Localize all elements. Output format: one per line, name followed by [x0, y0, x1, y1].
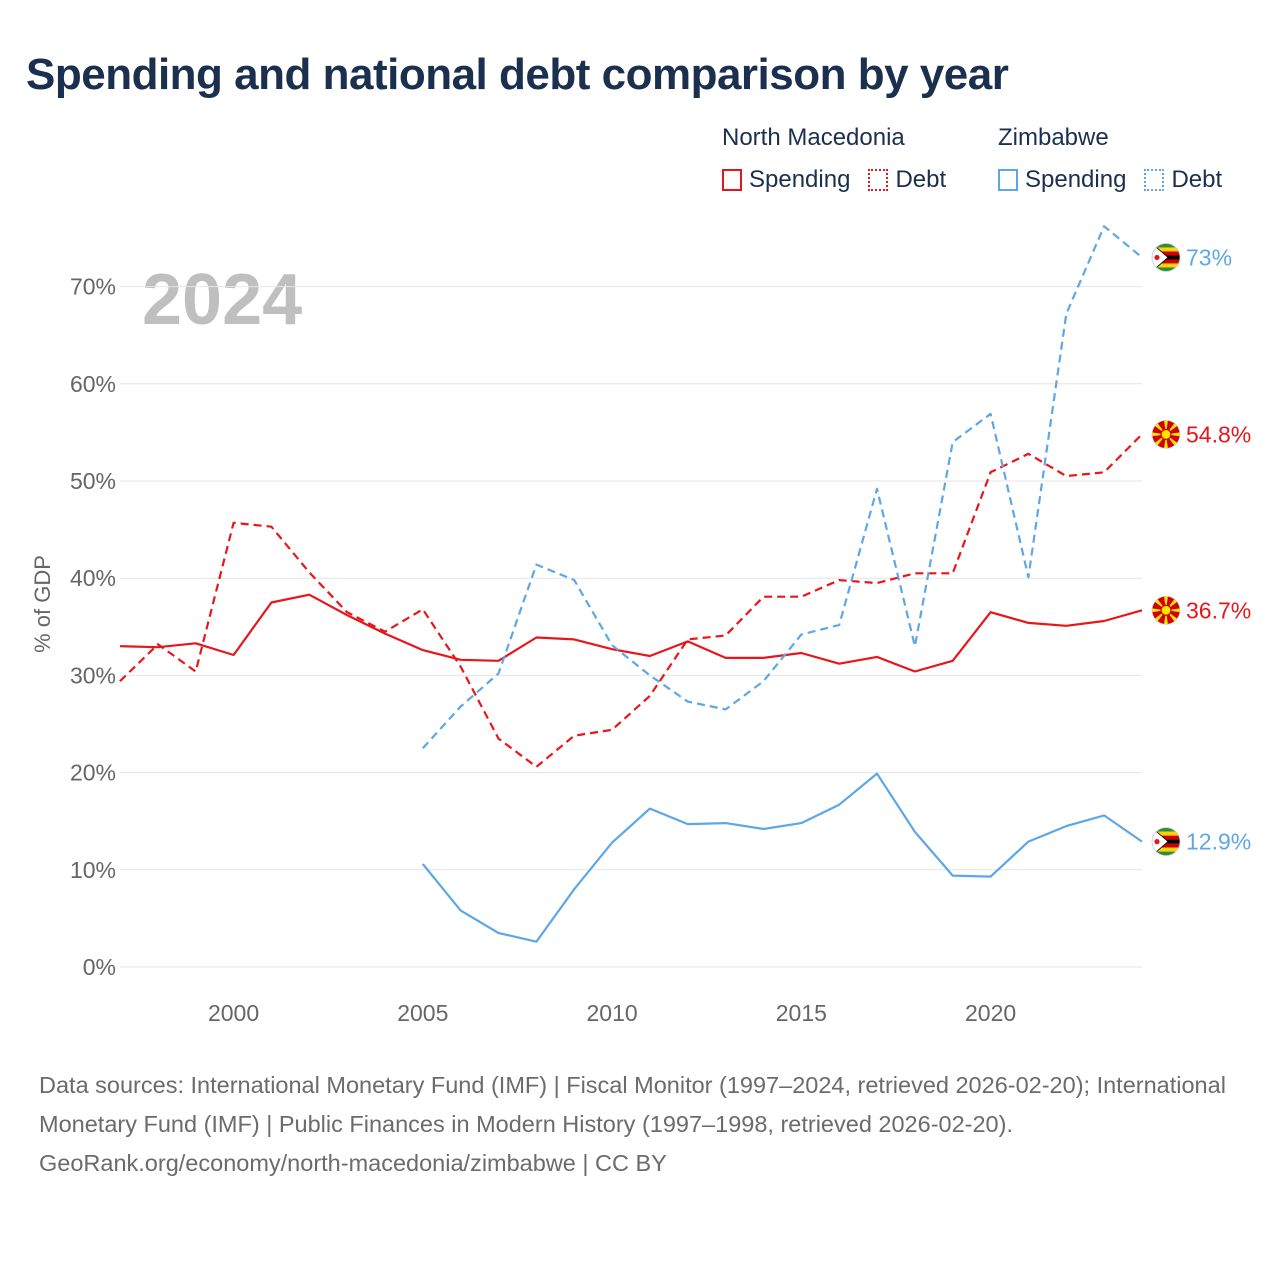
end-label: 12.9%	[1186, 829, 1251, 855]
x-tick-label: 2005	[397, 1000, 448, 1026]
series-line-north-macedonia-spending	[119, 593, 1143, 673]
legend-label: Debt	[895, 166, 947, 193]
y-axis-label: % of GDP	[30, 555, 55, 653]
series-lines	[119, 225, 1143, 943]
legend-item-north-macedonia-spending[interactable]: Spending	[722, 166, 850, 194]
legend-swatch-dotted	[1144, 169, 1165, 191]
end-labels: 36.7% 54.8% 12.9% 73%	[1151, 243, 1251, 857]
y-tick-label: 60%	[70, 371, 116, 397]
y-tick-label: 0%	[83, 954, 116, 980]
y-tick-label: 30%	[70, 662, 116, 688]
footer: Data sources: International Monetary Fun…	[39, 1066, 1239, 1183]
legend-item-north-macedonia-debt[interactable]: Debt	[868, 166, 946, 194]
zimbabwe-flag-icon	[1151, 243, 1181, 272]
zimbabwe-flag-icon	[1151, 827, 1181, 857]
legend-country-north-macedonia: North Macedonia	[722, 124, 905, 151]
y-tick-label: 70%	[70, 274, 116, 300]
end-label: 54.8%	[1186, 421, 1251, 447]
legend-label: Debt	[1171, 166, 1223, 193]
x-tick-label: 2020	[965, 1000, 1016, 1026]
end-label: 73%	[1186, 244, 1232, 270]
legend-swatch-dotted	[868, 169, 889, 191]
page-title: Spending and national debt comparison by…	[26, 50, 1009, 99]
y-tick-label: 10%	[70, 857, 116, 883]
x-tick-label: 2015	[776, 1000, 827, 1026]
data-sources: Data sources: International Monetary Fun…	[39, 1072, 1226, 1137]
y-axis-ticks: 0% 10% 20% 30% 40% 50% 60% 70%	[70, 274, 116, 980]
y-tick-label: 40%	[70, 565, 116, 591]
series-line-north-macedonia-debt	[119, 433, 1143, 768]
credit-link[interactable]: GeoRank.org/economy/north-macedonia/zimb…	[39, 1150, 667, 1176]
y-tick-label: 50%	[70, 468, 116, 494]
line-chart: 2024 % of GDP 0% 10% 20% 30% 40% 50% 60% 70% 20…	[30, 225, 1251, 1026]
legend-group-north-macedonia: North Macedonia Spending Debt	[722, 124, 946, 194]
legend-label: Spending	[1025, 166, 1127, 193]
grid-lines	[120, 286, 1142, 968]
legend-group-zimbabwe: Zimbabwe Spending Debt	[998, 124, 1222, 194]
x-axis-ticks: 2000 2005 2010 2015 2020	[208, 1000, 1016, 1026]
legend-swatch-solid	[998, 169, 1018, 191]
end-label: 36.7%	[1186, 597, 1251, 623]
y-tick-label: 20%	[70, 760, 116, 786]
x-tick-label: 2010	[586, 1000, 637, 1026]
legend-label: Spending	[749, 166, 851, 193]
series-line-zimbabwe-spending	[421, 772, 1143, 943]
legend-item-zimbabwe-spending[interactable]: Spending	[998, 166, 1126, 194]
north-macedonia-flag-icon	[1151, 595, 1181, 625]
x-tick-label: 2000	[208, 1000, 259, 1026]
legend-swatch-solid	[722, 169, 742, 191]
north-macedonia-flag-icon	[1151, 419, 1181, 449]
legend-item-zimbabwe-debt[interactable]: Debt	[1144, 166, 1222, 194]
series-line-zimbabwe-debt	[421, 225, 1143, 750]
year-watermark: 2024	[142, 260, 302, 340]
legend-country-zimbabwe: Zimbabwe	[998, 124, 1109, 151]
